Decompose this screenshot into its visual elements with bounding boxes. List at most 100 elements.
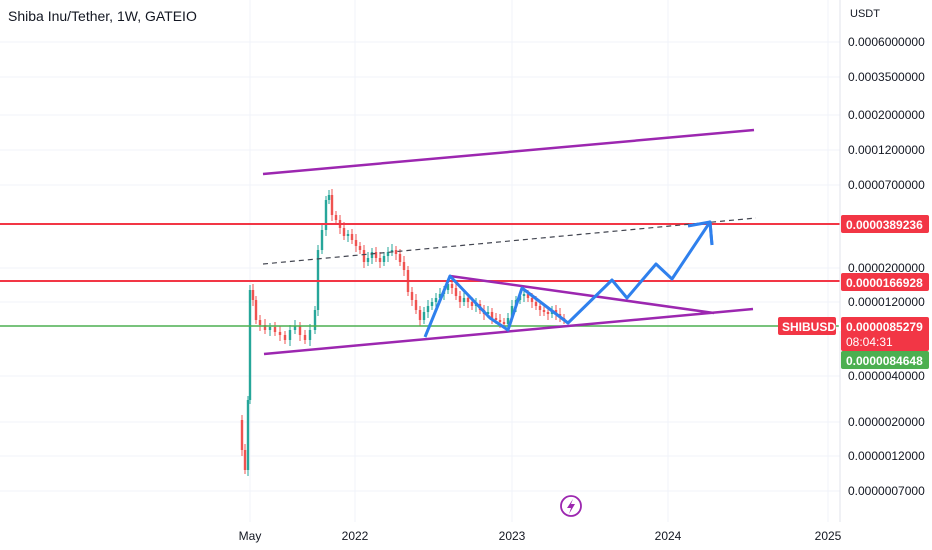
blue-arrow-head — [687, 220, 714, 246]
axis-unit-label: USDT — [850, 8, 880, 20]
candle-body — [258, 320, 262, 325]
dashed-mid-line — [262, 217, 757, 265]
lightning-icon[interactable] — [560, 495, 582, 517]
y-tick-label: 0.0002000000 — [848, 108, 925, 122]
candle-body — [522, 294, 526, 296]
candle-body — [358, 246, 362, 250]
candle-body — [298, 326, 302, 335]
candle-body — [320, 230, 324, 250]
green-price-text: 0.0000084648 — [846, 354, 923, 368]
candle-body — [327, 195, 331, 200]
candle-body — [390, 250, 394, 252]
candle-body — [486, 312, 490, 314]
candle-body — [510, 306, 514, 318]
candle-body — [446, 284, 450, 290]
price-axis[interactable]: 0.0006000000 0.0003500000 0.0002000000 0.00… — [839, 0, 925, 522]
candle-body — [526, 294, 530, 298]
candle-body — [410, 292, 414, 300]
price-tag-text: 0.0000389236 — [846, 218, 923, 232]
candle-body — [283, 335, 287, 340]
candle-body — [538, 306, 542, 310]
candle-body — [308, 330, 312, 340]
candle-body — [418, 310, 422, 320]
x-tick-label: 2022 — [342, 529, 369, 543]
triangle-top-line — [449, 274, 715, 315]
candle-body — [354, 240, 358, 246]
candle-body — [394, 250, 398, 254]
candle-body — [324, 200, 328, 230]
x-tick-label: May — [239, 529, 262, 543]
candle-body — [450, 284, 454, 288]
y-tick-label: 0.0000700000 — [848, 178, 925, 192]
candle-body — [273, 327, 277, 332]
y-tick-label: 0.0000012000 — [848, 449, 925, 463]
green-price-tag: 0.0000084648 — [841, 351, 929, 369]
candle-body — [346, 234, 350, 236]
y-tick-label: 0.0000007000 — [848, 484, 925, 498]
candle-body — [334, 215, 338, 220]
blue-zigzag-pattern — [423, 220, 714, 338]
candle-body — [466, 298, 470, 302]
candle-body — [426, 306, 430, 312]
candle-body — [263, 325, 267, 330]
x-tick-label: 2025 — [815, 529, 842, 543]
candle-body — [246, 400, 250, 470]
price-tag-level-top: 0.0000389236 — [841, 215, 929, 233]
channel-top-line — [262, 128, 755, 176]
candle-body — [542, 310, 546, 312]
drawings-layer[interactable] — [0, 128, 840, 356]
y-tick-label: 0.0000200000 — [848, 261, 925, 275]
chart-title: Shiba Inu/Tether, 1W, GATEIO — [8, 8, 197, 24]
candle-body — [434, 298, 438, 302]
candle-body — [240, 420, 244, 450]
candle-body — [366, 258, 370, 262]
grid — [0, 0, 840, 522]
countdown-text: 08:04:31 — [846, 335, 893, 349]
candle-body — [278, 332, 282, 335]
x-tick-label: 2024 — [655, 529, 682, 543]
candle-body — [462, 298, 466, 302]
y-tick-label: 0.0000040000 — [848, 369, 925, 383]
candle-body — [398, 254, 402, 262]
candle-body — [530, 298, 534, 302]
candle-body — [414, 300, 418, 310]
y-tick-label: 0.0001200000 — [848, 143, 925, 157]
candle-body — [362, 250, 366, 262]
current-price-tag: 0.0000085279 08:04:31 — [841, 317, 929, 351]
candle-body — [303, 335, 307, 340]
candle-body — [350, 234, 354, 240]
candle-body — [254, 300, 258, 320]
time-axis[interactable]: May 2022 2023 2024 2025 — [239, 529, 842, 543]
candle-body — [422, 312, 426, 320]
symbol-tag-text: SHIBUSDT — [782, 320, 844, 334]
candle-body — [293, 326, 297, 330]
candle-body — [251, 290, 255, 300]
x-tick-label: 2023 — [499, 529, 526, 543]
candle-body — [268, 327, 272, 330]
candles-layer — [240, 189, 566, 476]
candle-body — [490, 312, 494, 318]
current-price-text: 0.0000085279 — [846, 320, 923, 334]
candle-body — [498, 320, 502, 322]
candle-body — [386, 252, 390, 256]
channel-bottom-line — [263, 307, 754, 356]
candle-body — [502, 322, 506, 324]
price-tag-level-mid: 0.0000166928 — [841, 273, 929, 291]
price-tag-text: 0.0000166928 — [846, 276, 923, 290]
candle-body — [494, 318, 498, 320]
candle-body — [330, 195, 334, 215]
y-tick-label: 0.0000120000 — [848, 295, 925, 309]
y-tick-label: 0.0003500000 — [848, 70, 925, 84]
candle-body — [288, 330, 292, 340]
y-tick-label: 0.0000020000 — [848, 415, 925, 429]
candle-body — [243, 450, 247, 470]
candle-body — [374, 252, 378, 258]
candle-body — [313, 310, 317, 330]
candle-body — [506, 318, 510, 324]
y-tick-label: 0.0006000000 — [848, 35, 925, 49]
candle-body — [454, 288, 458, 296]
candle-body — [546, 312, 550, 314]
candle-body — [248, 290, 252, 400]
candle-body — [342, 228, 346, 236]
